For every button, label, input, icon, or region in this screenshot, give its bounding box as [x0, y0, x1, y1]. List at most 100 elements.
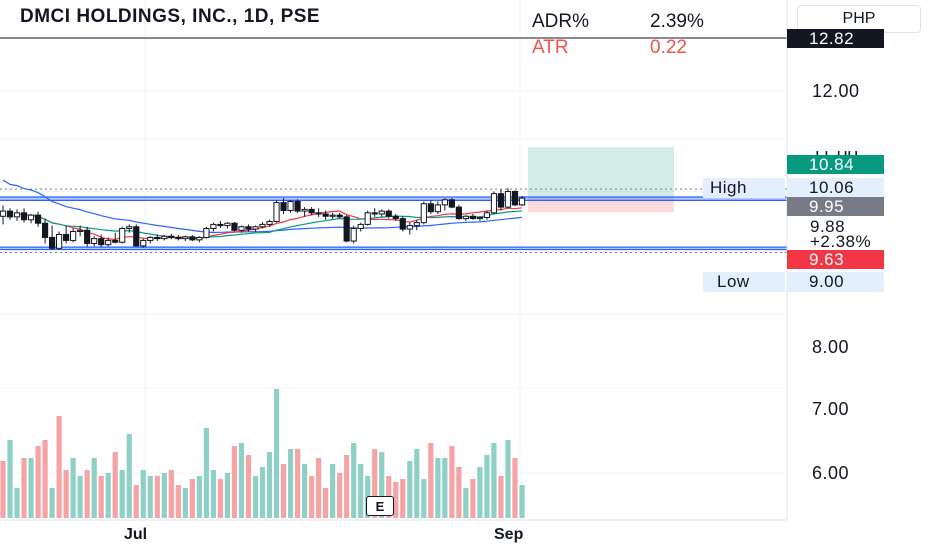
candle-body — [315, 212, 322, 215]
volume-bar — [519, 485, 525, 518]
candle-body — [322, 213, 329, 217]
volume-bar — [330, 464, 336, 518]
close-price-badge: 9.95 — [787, 197, 884, 216]
volume-bar — [484, 455, 490, 518]
adr-value: 2.39% — [650, 11, 704, 32]
volume-bar — [238, 443, 245, 518]
candle-body — [336, 214, 343, 218]
volume-bar — [112, 452, 118, 518]
volume-bar — [449, 446, 455, 518]
candle-body — [77, 229, 84, 232]
earnings-marker[interactable]: E — [366, 496, 394, 516]
volume-bar — [98, 476, 104, 518]
high-label: High — [703, 178, 785, 198]
candle-body — [238, 226, 245, 231]
candle-body — [511, 190, 519, 206]
candle-body — [441, 199, 448, 206]
candle-body — [161, 235, 168, 240]
volume-bar — [372, 449, 378, 518]
last-price-badge: 12.82 — [787, 29, 884, 48]
candle-body — [413, 222, 420, 227]
stop-zone — [528, 198, 674, 213]
price-tick: 12.00 — [812, 81, 860, 101]
candle-body — [210, 223, 217, 230]
volume-bar — [70, 458, 76, 518]
volume-bar — [91, 458, 97, 518]
candle-body — [175, 236, 182, 240]
candle-body — [378, 210, 385, 215]
candle-body — [308, 208, 315, 214]
volume-bar — [512, 458, 518, 518]
volume-bar — [435, 458, 441, 518]
volume-bar — [421, 479, 427, 518]
candle-body — [420, 203, 427, 224]
candle-body — [70, 230, 77, 241]
candle-body — [182, 236, 189, 240]
resistance-zone — [0, 197, 787, 201]
volume-bar — [189, 479, 195, 518]
x-axis-label: Sep — [494, 526, 524, 543]
volume-bar — [140, 470, 146, 518]
candle-body — [392, 215, 399, 220]
candle-body — [56, 233, 63, 249]
candle-body — [27, 214, 35, 221]
volume-bar — [470, 479, 476, 518]
candle-body — [41, 222, 49, 238]
symbol-title[interactable]: DMCI HOLDINGS, INC., 1D, PSE — [20, 6, 321, 27]
volume-bar — [84, 470, 90, 518]
volume-bar — [63, 470, 69, 518]
candle-body — [427, 203, 434, 213]
candle-body — [371, 212, 378, 215]
candle-body — [476, 216, 484, 220]
volume-bar — [414, 449, 420, 518]
candle-body — [189, 236, 196, 241]
volume-bar — [49, 488, 55, 518]
candle-body — [0, 210, 7, 217]
volume-bar — [301, 464, 308, 518]
prev-price-label: 9.88 — [810, 217, 846, 236]
candle-body — [273, 202, 280, 222]
volume-bar — [77, 476, 83, 518]
volume-bar — [407, 461, 413, 518]
currency-button[interactable]: PHP — [797, 5, 921, 33]
candle-body — [98, 238, 105, 246]
volume-bar — [21, 458, 27, 518]
volume-bar — [7, 440, 13, 518]
candle-body — [462, 215, 469, 220]
candle-body — [154, 236, 161, 240]
candle-body — [518, 197, 526, 206]
candle-body — [406, 225, 413, 230]
candle-body — [280, 202, 287, 212]
volume-bar — [56, 416, 62, 518]
candle-body — [490, 193, 498, 214]
volume-bar — [294, 449, 301, 518]
adr-label: ADR% — [532, 11, 590, 32]
volume-bar — [217, 479, 224, 518]
candle-body — [91, 238, 98, 244]
candle-body — [231, 222, 238, 231]
volume-bar — [316, 458, 322, 518]
volume-bar — [175, 485, 181, 518]
ma-green-line — [30, 210, 523, 239]
volume-bar — [161, 473, 167, 518]
candle-body — [497, 193, 505, 208]
candle-body — [63, 233, 70, 241]
candle-body — [224, 222, 231, 227]
candle-body — [203, 228, 210, 238]
candle-body — [455, 206, 462, 220]
candle-body — [483, 212, 491, 218]
volume-bar — [133, 485, 139, 518]
target-price-badge: 10.84 — [787, 155, 884, 174]
volume-bar — [491, 443, 497, 518]
candle-body — [48, 236, 56, 249]
volume-bar — [477, 467, 483, 518]
volume-bar — [210, 470, 217, 518]
x-axis-label: Jul — [124, 526, 148, 543]
candle-body — [147, 236, 154, 241]
candle-body — [112, 239, 119, 243]
atr-stat: ATR 0.22 — [532, 37, 687, 59]
price-tick: 8.00 — [812, 337, 850, 357]
candle-body — [357, 223, 364, 230]
